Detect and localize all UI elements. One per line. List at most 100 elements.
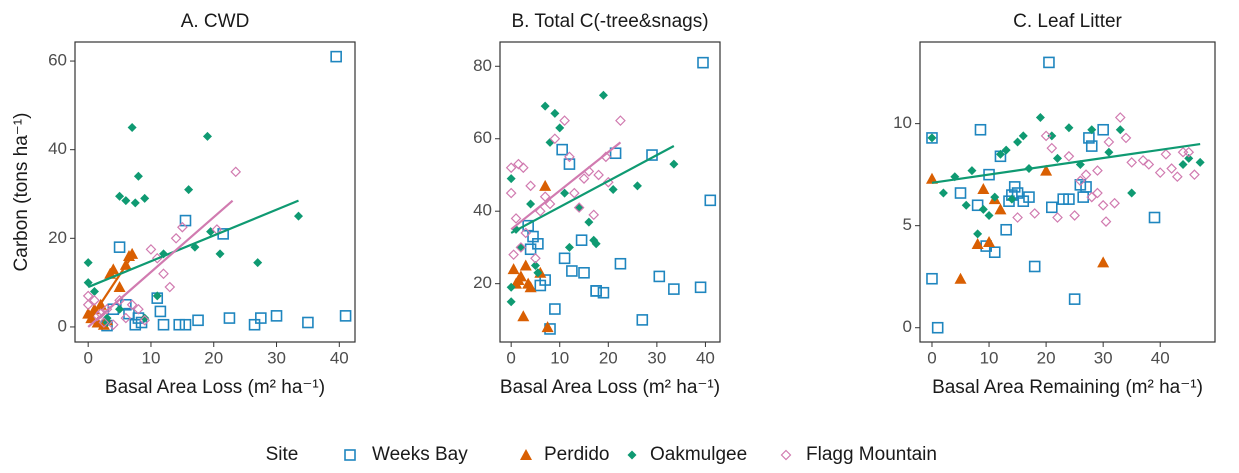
point (555, 123, 565, 133)
x-tick-label: 10 (980, 348, 999, 367)
point (1029, 208, 1041, 219)
point (653, 270, 666, 283)
point (1000, 223, 1012, 236)
point (1143, 159, 1155, 170)
x-tick-label: 0 (83, 348, 92, 367)
y-tick-label: 0 (903, 317, 912, 336)
point (83, 278, 93, 288)
point (578, 266, 590, 279)
point (530, 261, 540, 271)
point (550, 108, 560, 118)
point (927, 133, 937, 143)
point (984, 210, 994, 220)
point (255, 312, 267, 324)
point (253, 258, 263, 268)
point (127, 123, 137, 133)
point (1109, 197, 1120, 209)
point (140, 193, 150, 203)
x-tick-label: 20 (204, 348, 223, 367)
point (1114, 112, 1126, 123)
panel-border (499, 41, 721, 343)
point (925, 172, 938, 184)
point (524, 281, 537, 293)
point (983, 236, 996, 247)
panel-border (74, 41, 356, 343)
point (1043, 56, 1055, 69)
x-tick-label: 10 (142, 348, 161, 367)
point (129, 318, 142, 331)
y-tick-label: 10 (893, 113, 912, 132)
point (578, 173, 590, 184)
point (83, 258, 93, 268)
point (1195, 157, 1205, 167)
x-tick-label: 0 (927, 348, 936, 367)
point (575, 234, 588, 246)
legend-label: Flagg Mountain (806, 444, 937, 465)
point (1046, 142, 1058, 154)
y-tick-label: 20 (48, 228, 67, 247)
y-tick-label: 80 (473, 56, 492, 75)
point (215, 249, 225, 259)
point (694, 281, 707, 294)
point (510, 213, 522, 224)
y-axis-label: Carbon (tons ha⁻¹) (11, 113, 32, 272)
point (512, 274, 525, 286)
x-tick-label: 30 (267, 348, 286, 367)
point (517, 310, 530, 322)
x-tick-label: 10 (550, 348, 569, 367)
point (549, 303, 561, 315)
point (248, 318, 261, 331)
point (130, 198, 140, 208)
point (977, 182, 990, 194)
point (513, 158, 524, 170)
point (1183, 146, 1195, 158)
point (97, 318, 110, 330)
point (697, 56, 709, 69)
point (926, 272, 938, 285)
point (126, 247, 139, 259)
point (549, 133, 561, 145)
point (157, 318, 170, 331)
point (170, 232, 182, 244)
point (113, 241, 126, 253)
point (566, 265, 578, 277)
point (564, 151, 575, 163)
point (505, 187, 517, 199)
point (115, 304, 125, 314)
fit-line (510, 145, 675, 234)
point (133, 171, 143, 181)
point (954, 187, 967, 199)
panel-title: C. Leaf Litter (1013, 11, 1122, 32)
point (506, 297, 516, 307)
point (558, 252, 571, 265)
y-tick-label: 60 (473, 128, 492, 147)
point (508, 249, 519, 261)
point (270, 310, 283, 322)
point (339, 310, 352, 322)
legend-label: Oakmulgee (650, 444, 747, 465)
point (954, 272, 967, 284)
point (1080, 169, 1092, 181)
point (540, 101, 550, 111)
point (602, 176, 614, 188)
point (1104, 147, 1114, 157)
point (302, 316, 314, 329)
point (1035, 113, 1045, 123)
point (1046, 201, 1058, 214)
point (1083, 132, 1095, 144)
point (588, 209, 600, 221)
point (516, 242, 526, 252)
x-axis-label: Basal Area Remaining (m² ha⁻¹) (932, 377, 1203, 398)
x-axis-label: Basal Area Loss (m² ha⁻¹) (105, 377, 325, 398)
point (614, 257, 627, 270)
point (1085, 140, 1098, 152)
point (173, 318, 186, 331)
point (82, 299, 94, 311)
point (1097, 256, 1110, 268)
y-tick-label: 60 (48, 51, 67, 70)
point (1001, 145, 1011, 155)
point (539, 179, 552, 191)
point (1008, 181, 1021, 193)
point (1126, 157, 1138, 168)
point (1040, 130, 1052, 142)
